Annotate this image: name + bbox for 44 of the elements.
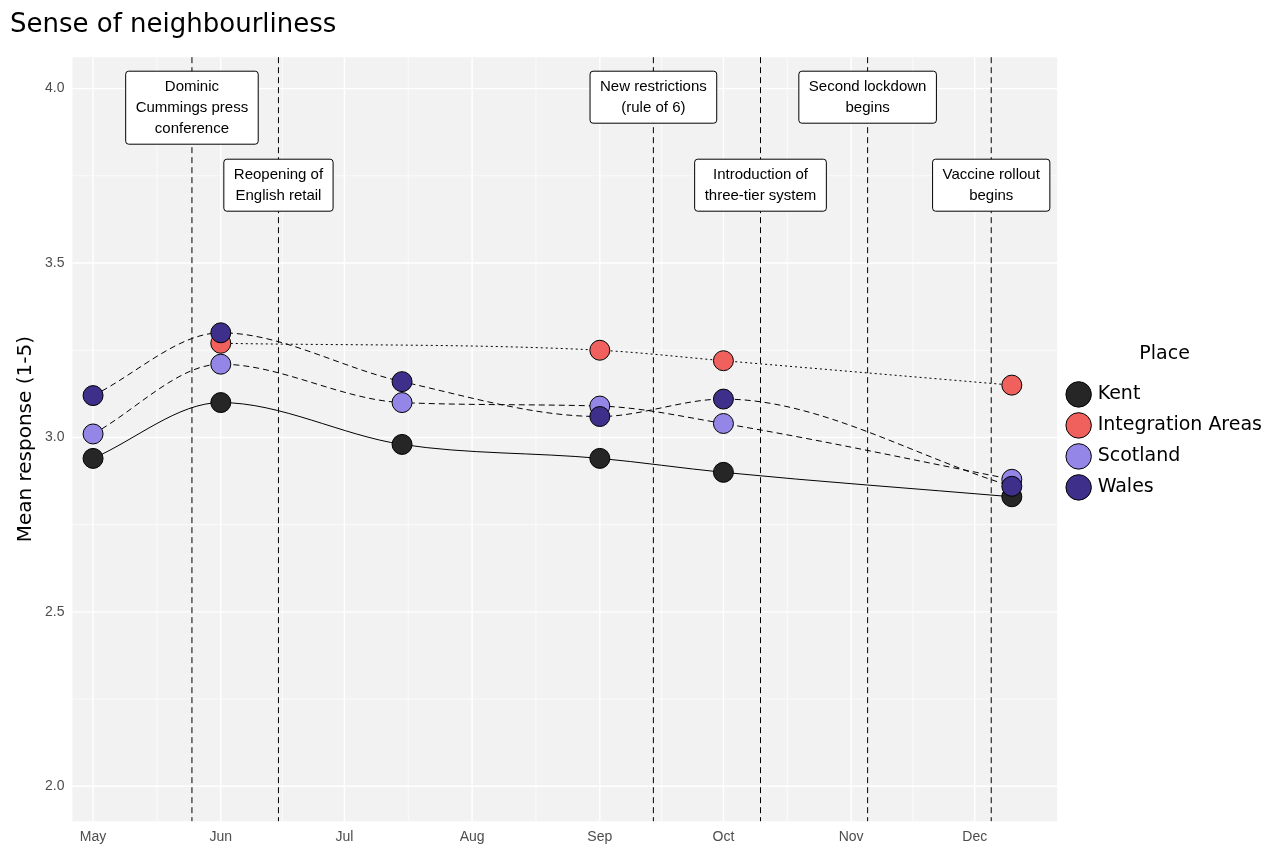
x-tick-label: Jul <box>335 828 354 845</box>
point <box>82 385 104 407</box>
x-tick-label: Dec <box>962 828 988 845</box>
ref-line-label: Reopening of English retail <box>233 164 324 203</box>
legend-label: Scotland <box>1097 443 1181 466</box>
y-tick-label: 2.0 <box>44 777 65 794</box>
point <box>210 353 232 375</box>
x-tick-label: May <box>79 828 107 845</box>
y-tick-label: 2.5 <box>44 602 65 619</box>
y-tick-label: 3.0 <box>44 428 65 445</box>
x-tick-label: Jun <box>209 828 233 845</box>
point <box>589 406 611 428</box>
legend-label: Kent <box>1097 381 1141 404</box>
y-axis-title: Mean response (1-5) <box>12 336 37 543</box>
x-tick-label: Sep <box>587 828 613 845</box>
point <box>1001 475 1023 497</box>
point <box>712 350 734 372</box>
point <box>589 447 611 469</box>
point <box>712 388 734 410</box>
x-tick-label: Nov <box>838 828 864 845</box>
y-tick-label: 3.5 <box>44 253 65 270</box>
point <box>589 339 611 361</box>
x-tick-label: Aug <box>459 828 485 845</box>
point <box>712 461 734 483</box>
ref-line-label: New restrictions (rule of 6) <box>600 76 707 115</box>
point <box>210 392 232 414</box>
point <box>210 322 232 344</box>
point <box>712 413 734 434</box>
ref-line-label: Vaccine rollout begins <box>942 164 1041 203</box>
legend-title: Place <box>1139 340 1190 363</box>
y-tick-label: 4.0 <box>44 79 65 96</box>
legend-label: Integration Areas <box>1097 412 1262 435</box>
point <box>82 447 104 469</box>
legend-label: Wales <box>1097 474 1154 497</box>
ref-line-label: Introduction of three-tier system <box>704 164 817 203</box>
point <box>391 433 413 455</box>
point <box>82 423 104 445</box>
ref-line-label: Dominic Cummings press conference <box>135 76 249 136</box>
chart-title: Sense of neighbourliness <box>10 8 337 39</box>
point <box>1001 374 1023 396</box>
ref-line-label: Second lockdown begins <box>808 76 927 115</box>
point <box>391 392 413 414</box>
x-tick-label: Oct <box>712 828 735 845</box>
point <box>391 371 413 393</box>
